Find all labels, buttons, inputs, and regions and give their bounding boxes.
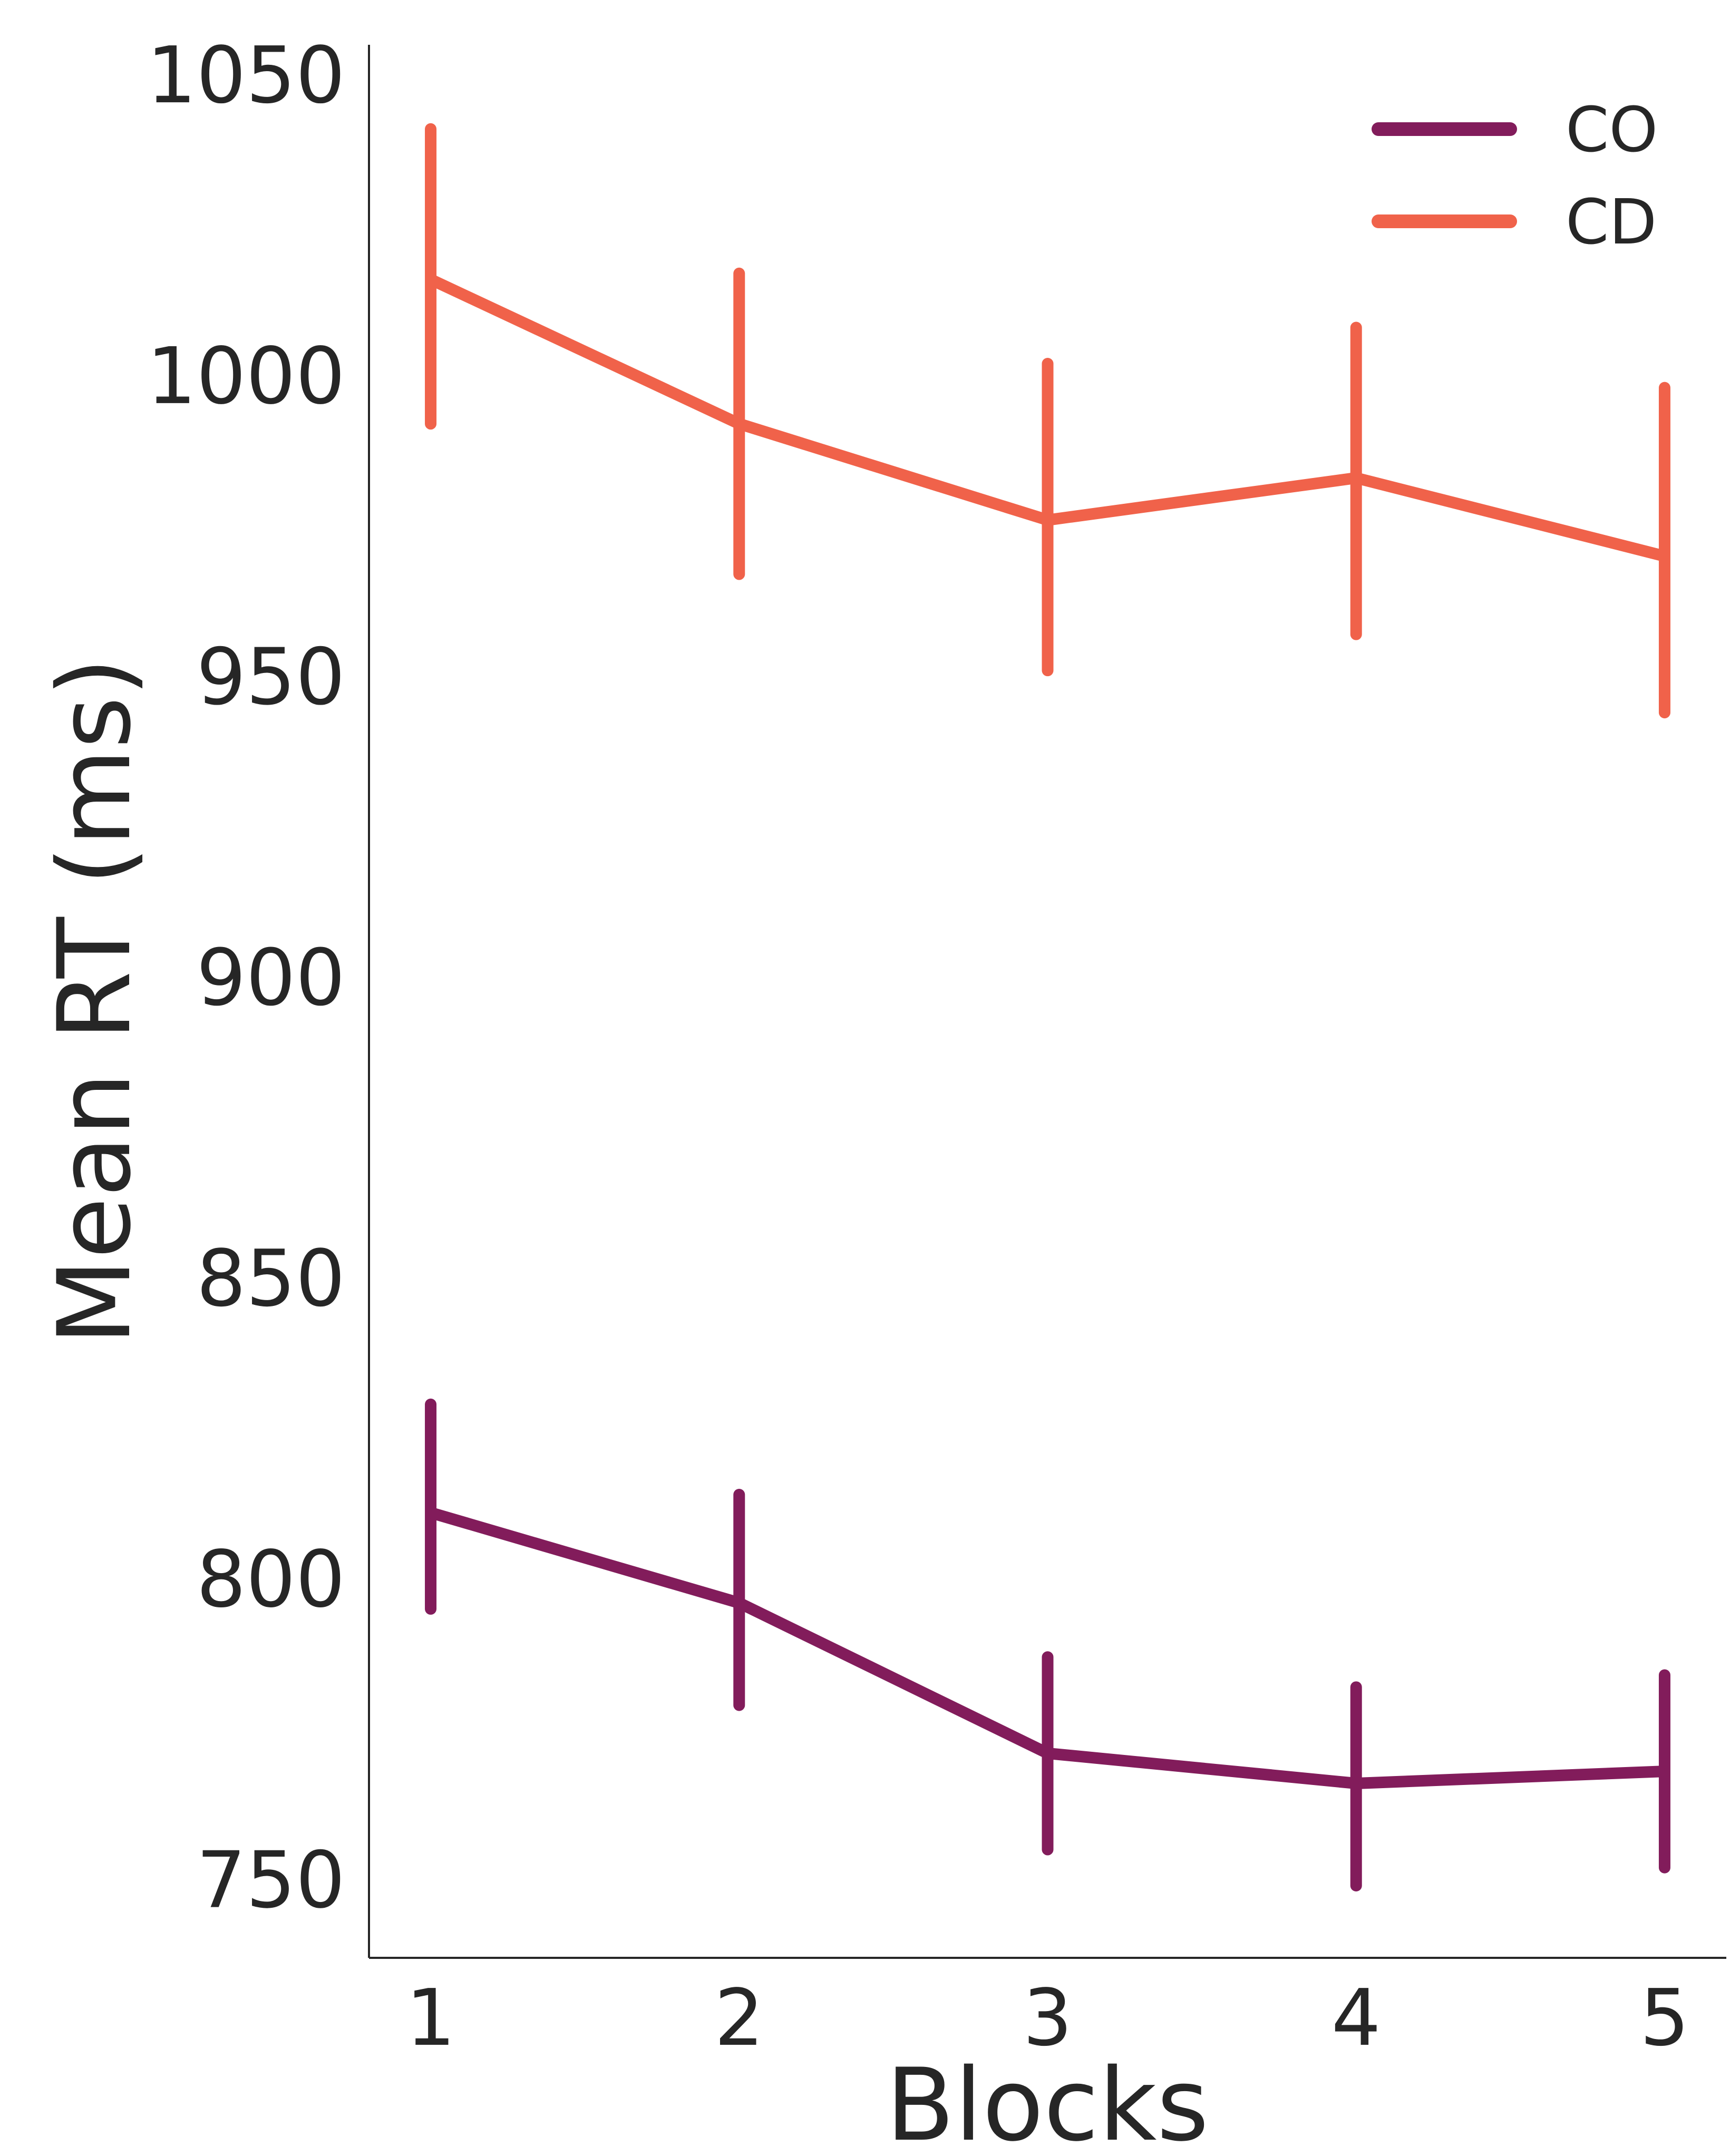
y-tick-label: 950 [197,632,346,723]
y-tick-label: 1000 [147,331,345,422]
series-line [428,274,1666,562]
y-tick-label: 750 [197,1835,346,1926]
x-tick-label: 2 [714,1973,764,2063]
y-axis-label: Mean RT (ms) [36,657,153,1345]
x-axis-label: Blocks [886,2047,1209,2156]
data-point [1047,1753,1048,1754]
y-tick-label: 1050 [147,30,345,121]
data-point [430,279,431,280]
data-point [1664,555,1665,557]
series-layer [425,123,1670,1892]
series-cd [425,123,1670,719]
x-tick-labels: 1 2 3 4 5 [406,1973,1689,2063]
x-tick-label: 3 [1023,1973,1072,2063]
y-tick-labels: 750 800 850 900 950 1000 1050 [147,30,345,1926]
y-tick-label: 900 [197,932,346,1023]
data-point [738,1603,740,1604]
x-tick-label: 1 [406,1973,455,2063]
series-co [425,1398,1670,1892]
legend: CO CD [1372,93,1658,258]
y-tick-label: 850 [197,1233,346,1324]
data-point [1664,1771,1665,1772]
series-line [429,1507,1665,1789]
x-tick-label: 4 [1331,1973,1381,2063]
data-point [1047,520,1048,521]
y-tick-label: 800 [197,1534,346,1625]
data-point [1356,477,1357,479]
legend-label: CD [1566,186,1657,258]
data-point [738,423,740,424]
legend-label: CO [1566,93,1658,166]
data-point [430,1512,431,1513]
x-tick-label: 5 [1640,1973,1689,2063]
data-point [1356,1783,1357,1784]
